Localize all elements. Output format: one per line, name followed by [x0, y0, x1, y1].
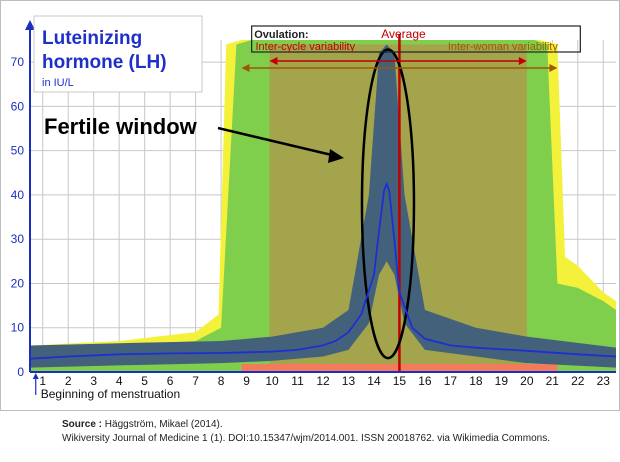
x-tick-label: 23	[597, 374, 611, 388]
source-label: Source :	[62, 419, 103, 430]
x-tick-label: 11	[291, 374, 304, 388]
fertile-window-arrowhead	[328, 149, 344, 163]
x-tick-label: 20	[520, 374, 534, 388]
y-tick-label: 70	[11, 55, 25, 69]
inter-cycle-label: Inter-cycle variability	[255, 41, 355, 53]
source-line-2: Wikiversity Journal of Medicine 1 (1). D…	[62, 433, 550, 444]
y-axis-arrowhead	[25, 20, 35, 30]
fertile-window-arrow	[217, 126, 337, 158]
y-tick-label: 0	[17, 365, 24, 379]
x-tick-label: 5	[141, 374, 148, 388]
x-tick-label: 1	[39, 374, 46, 388]
fertile-window-ellipse	[360, 48, 416, 360]
menstruation-pointer-head	[32, 373, 39, 379]
ovulation-label: Ovulation:	[254, 29, 308, 41]
x-tick-label: 18	[469, 374, 483, 388]
ovulation-header-box	[251, 25, 581, 53]
inter-woman-arrow-head-left	[241, 64, 250, 72]
y-tick-label: 50	[11, 144, 25, 158]
x-tick-label: 7	[192, 374, 199, 388]
unit-label: in IU/L	[42, 77, 74, 89]
inter-woman-arrow-head-right	[549, 64, 558, 72]
y-tick-label: 30	[11, 232, 25, 246]
x-axis-label: Beginning of menstruation	[41, 387, 180, 401]
x-tick-label: 22	[571, 374, 585, 388]
x-tick-label: 12	[316, 374, 330, 388]
source-citation: Häggström, Mikael (2014).	[104, 419, 223, 430]
average-lh-line	[30, 181, 617, 360]
inter-cycle-arrow-head-left	[269, 57, 278, 65]
x-tick-label: 3	[90, 374, 97, 388]
x-tick-label: 17	[444, 374, 458, 388]
chart-title-line-1: Luteinizing	[42, 28, 142, 49]
inter-woman-label: Inter-woman variability	[448, 41, 559, 53]
y-tick-label: 20	[11, 276, 25, 290]
x-tick-label: 14	[367, 374, 381, 388]
x-tick-label: 2	[65, 374, 72, 388]
title-box	[33, 15, 203, 93]
y-tick-label: 10	[11, 321, 25, 335]
x-tick-label: 16	[418, 374, 432, 388]
x-tick-label: 13	[342, 374, 356, 388]
source-line-1: Source : Häggström, Mikael (2014).	[62, 419, 223, 430]
x-tick-label: 9	[243, 374, 250, 388]
x-tick-label: 19	[495, 374, 509, 388]
y-tick-label: 60	[11, 99, 25, 113]
x-tick-label: 15	[393, 374, 407, 388]
inter-cycle-arrow-head-right	[518, 57, 527, 65]
average-label: Average	[381, 27, 426, 41]
fertile-window-label: Fertile window	[44, 114, 198, 139]
x-tick-label: 4	[116, 374, 123, 388]
x-tick-label: 6	[167, 374, 174, 388]
x-tick-label: 10	[265, 374, 279, 388]
chart-title-line-2: hormone (LH)	[42, 52, 167, 73]
y-tick-label: 40	[11, 188, 25, 202]
x-tick-label: 8	[218, 374, 225, 388]
x-tick-label: 21	[546, 374, 560, 388]
